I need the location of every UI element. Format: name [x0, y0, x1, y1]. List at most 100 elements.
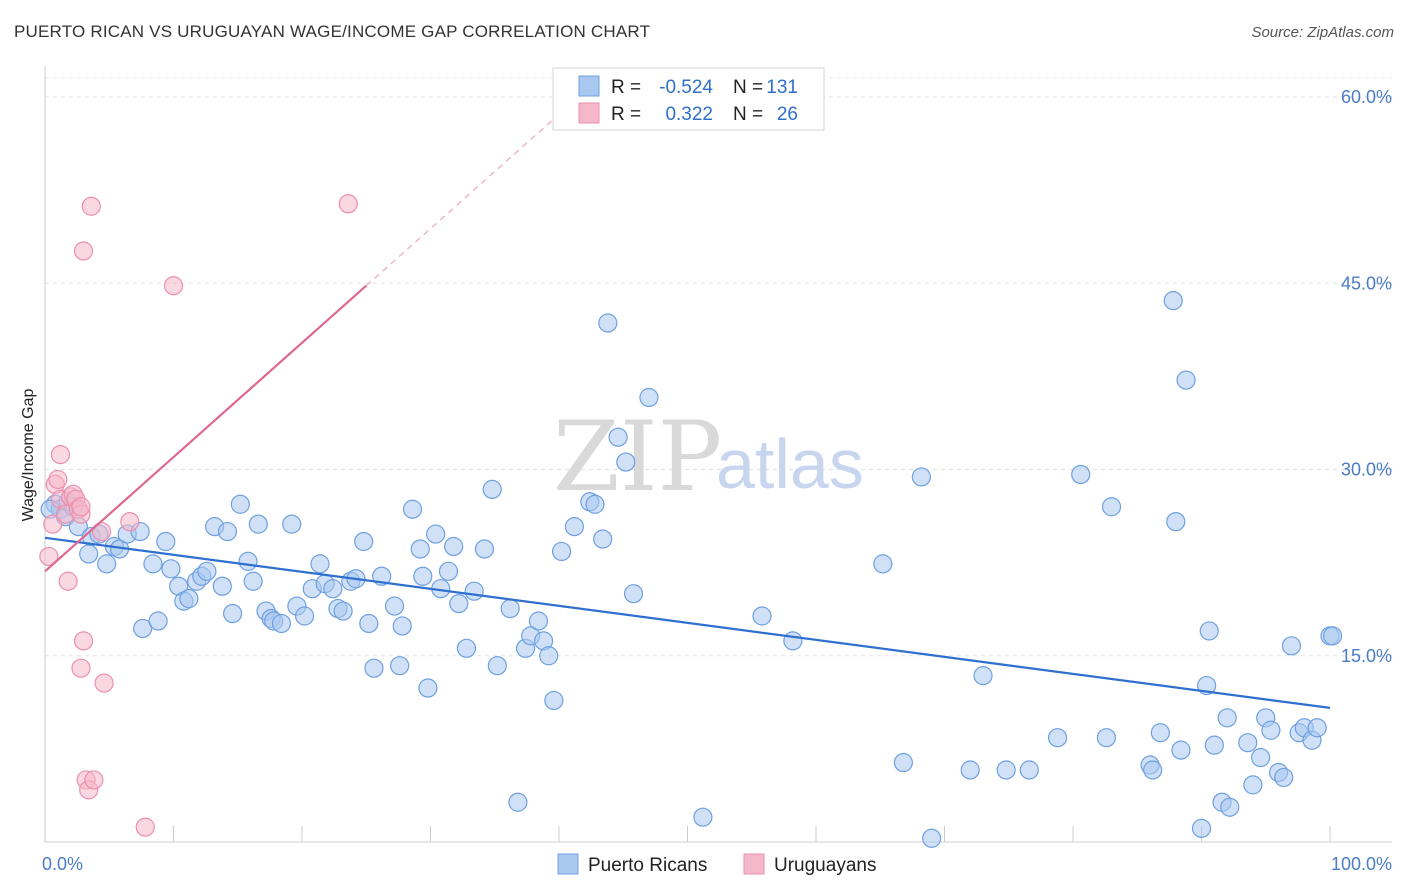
point-0-43 — [323, 579, 343, 599]
point-0-50 — [364, 658, 384, 678]
legend-r-value-2: 0.322 — [665, 104, 713, 125]
point-0-18 — [161, 559, 181, 579]
point-0-29 — [230, 494, 250, 514]
point-1-1 — [43, 514, 63, 534]
point-1-26 — [338, 194, 358, 214]
point-0-21 — [179, 589, 199, 609]
point-0-28 — [223, 603, 243, 624]
point-0-49 — [359, 613, 379, 634]
point-0-127 — [1307, 718, 1327, 738]
point-0-37 — [282, 514, 302, 534]
bottom-legend-label-uruguayans: Uruguayans — [774, 855, 876, 876]
point-0-117 — [1243, 775, 1263, 795]
bottom-legend-swatch-puerto-ricans — [557, 853, 579, 875]
point-0-59 — [426, 524, 446, 544]
point-0-67 — [482, 479, 502, 499]
point-0-95 — [973, 666, 993, 686]
point-0-32 — [248, 514, 268, 534]
point-0-114 — [1217, 708, 1237, 728]
point-0-30 — [238, 551, 258, 571]
correlation-legend: R = -0.524 N = 131 R = 0.322 N = 26 — [552, 67, 825, 131]
point-0-87 — [693, 807, 713, 827]
point-0-73 — [528, 611, 549, 631]
legend-n-value-2: 26 — [777, 104, 798, 125]
point-1-20 — [84, 770, 104, 790]
x-ticks — [44, 826, 1331, 842]
legend-r-label-2: R = — [611, 104, 641, 125]
point-0-80 — [585, 494, 605, 514]
point-1-24 — [135, 817, 155, 837]
legend-n-label-2: N = — [733, 104, 763, 125]
point-0-16 — [148, 611, 168, 631]
point-0-69 — [500, 598, 520, 619]
point-0-58 — [418, 678, 438, 698]
point-0-105 — [1163, 291, 1183, 311]
point-0-24 — [197, 561, 217, 581]
trend-line-uruguayans — [44, 284, 367, 573]
y-tick-label-60: 60.0% — [1341, 87, 1392, 107]
point-0-15 — [143, 554, 163, 574]
point-0-48 — [354, 531, 374, 552]
legend-n-label-1: N = — [733, 77, 763, 98]
point-0-57 — [413, 566, 433, 586]
point-0-108 — [1176, 370, 1196, 390]
point-0-77 — [551, 541, 572, 562]
y-tick-labels: 15.0% 30.0% 45.0% 60.0% — [1341, 87, 1392, 666]
trend-line-puerto-ricans — [44, 536, 1331, 709]
point-0-70 — [508, 792, 528, 812]
point-1-5 — [50, 445, 71, 465]
point-0-82 — [598, 313, 618, 333]
point-0-62 — [444, 536, 464, 557]
point-0-36 — [271, 613, 292, 634]
legend-r-value-1: -0.524 — [659, 77, 713, 98]
chart-title: PUERTO RICAN VS URUGUAYAN WAGE/INCOME GA… — [14, 22, 651, 41]
point-0-103 — [1143, 760, 1163, 780]
point-0-75 — [539, 646, 559, 666]
point-0-112 — [1204, 735, 1224, 755]
legend-n-value-1: 131 — [766, 77, 798, 98]
point-0-61 — [438, 561, 459, 581]
point-0-84 — [616, 452, 636, 472]
point-0-92 — [911, 467, 931, 487]
point-0-85 — [623, 584, 644, 604]
point-0-64 — [456, 638, 477, 658]
point-0-88 — [752, 606, 772, 626]
point-0-52 — [384, 596, 405, 616]
point-0-26 — [212, 576, 232, 596]
series-1 — [39, 194, 358, 837]
point-0-6 — [79, 544, 99, 564]
point-0-27 — [217, 521, 238, 542]
point-1-12 — [71, 658, 91, 678]
point-1-23 — [120, 512, 140, 532]
point-1-22 — [94, 673, 114, 693]
trend-line-uruguayans-extension — [365, 113, 560, 287]
point-0-41 — [310, 554, 330, 574]
source-credit: Source: ZipAtlas.com — [1251, 24, 1394, 41]
point-1-14 — [71, 497, 91, 517]
point-0-9 — [97, 554, 117, 574]
y-tick-label-45: 45.0% — [1341, 273, 1392, 293]
point-1-7 — [58, 571, 78, 591]
point-1-19 — [81, 196, 101, 216]
point-1-25 — [163, 276, 184, 296]
point-0-120 — [1261, 720, 1281, 740]
point-0-81 — [593, 529, 613, 549]
point-0-115 — [1220, 797, 1240, 817]
point-0-54 — [392, 616, 412, 636]
point-0-89 — [783, 631, 803, 651]
point-0-90 — [873, 554, 893, 574]
point-0-123 — [1281, 636, 1302, 656]
point-0-31 — [243, 571, 263, 591]
point-0-86 — [639, 387, 659, 408]
point-0-109 — [1191, 818, 1212, 838]
point-0-94 — [960, 760, 980, 780]
point-1-16 — [73, 241, 94, 261]
point-0-78 — [564, 517, 585, 537]
point-0-68 — [487, 656, 507, 676]
point-0-104 — [1150, 723, 1170, 743]
legend-swatch-puerto-ricans — [578, 75, 600, 97]
trend-lines — [44, 113, 1331, 709]
point-1-0 — [39, 546, 59, 567]
legend-r-label-1: R = — [611, 77, 641, 98]
